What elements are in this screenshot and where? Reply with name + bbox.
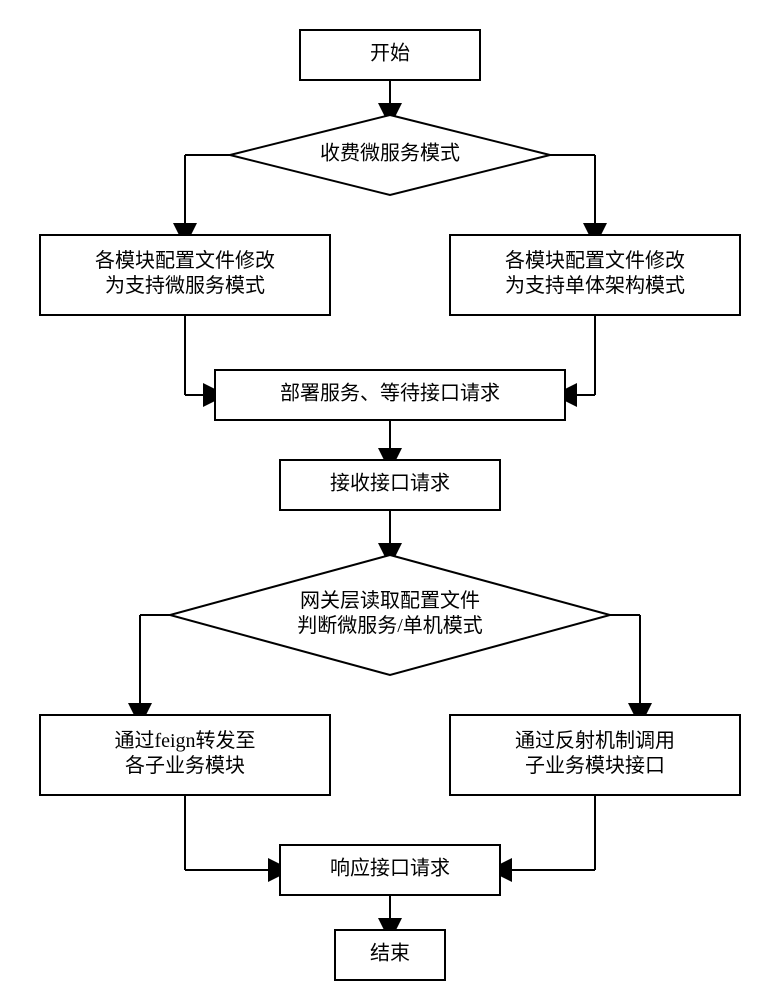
node-label: 各子业务模块	[125, 754, 245, 777]
node-label: 子业务模块接口	[525, 754, 665, 777]
node-label: 为支持单体架构模式	[505, 274, 685, 297]
node-label: 为支持微服务模式	[105, 274, 265, 297]
node-label: 收费微服务模式	[320, 142, 460, 165]
node-label: 判断微服务/单机模式	[297, 614, 483, 637]
node-label: 部署服务、等待接口请求	[280, 382, 500, 405]
flow-node-left2: 通过feign转发至各子业务模块	[40, 715, 330, 795]
node-label: 接收接口请求	[330, 472, 450, 495]
node-label: 各模块配置文件修改	[505, 249, 685, 272]
flow-node-respond: 响应接口请求	[280, 845, 500, 895]
flow-node-deploy: 部署服务、等待接口请求	[215, 370, 565, 420]
flow-node-left1: 各模块配置文件修改为支持微服务模式	[40, 235, 330, 315]
node-label: 网关层读取配置文件	[300, 589, 480, 612]
flow-node-right1: 各模块配置文件修改为支持单体架构模式	[450, 235, 740, 315]
flow-node-start: 开始	[300, 30, 480, 80]
flow-node-receive: 接收接口请求	[280, 460, 500, 510]
node-label: 通过feign转发至	[114, 729, 255, 752]
node-label: 各模块配置文件修改	[95, 249, 275, 272]
node-label: 结束	[370, 942, 410, 965]
node-label: 通过反射机制调用	[515, 729, 675, 752]
node-label: 响应接口请求	[330, 857, 450, 880]
node-label: 开始	[370, 42, 410, 65]
flow-node-end: 结束	[335, 930, 445, 980]
flowchart-canvas: 开始收费微服务模式各模块配置文件修改为支持微服务模式各模块配置文件修改为支持单体…	[0, 0, 780, 1000]
flow-node-right2: 通过反射机制调用子业务模块接口	[450, 715, 740, 795]
